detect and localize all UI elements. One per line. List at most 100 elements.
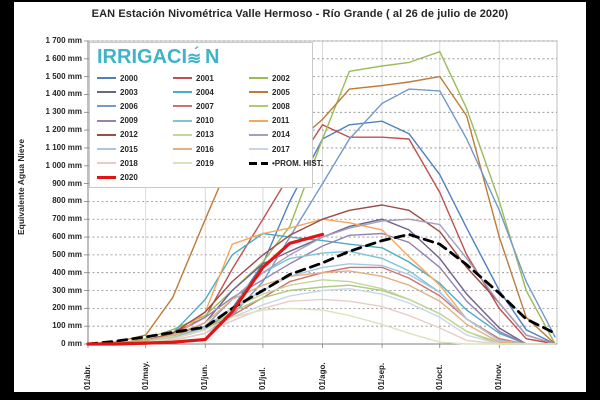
chart-title: EAN Estación Nivométrica Valle Hermoso -…	[91, 8, 509, 20]
logo-text-pre: IRRIGACI	[97, 46, 187, 68]
series-2012	[87, 204, 556, 345]
legend-label: 2012	[120, 130, 138, 140]
legend-item-prom-hist-: •PROM. HIST.	[249, 156, 323, 170]
legend-item-2006: 2006	[97, 99, 173, 113]
y-tick-label: 1 300 mm	[45, 107, 82, 117]
legend-label: 2002	[272, 73, 290, 83]
legend-item-2016: 2016	[173, 142, 249, 156]
legend-label: •PROM. HIST.	[272, 158, 323, 168]
y-tick-label: 1 200 mm	[45, 125, 82, 135]
legend-item-2013: 2013	[173, 128, 249, 142]
legend-label: 2008	[272, 101, 290, 111]
legend-item-2007: 2007	[173, 99, 249, 113]
x-tick-label: 01/ago.	[317, 362, 327, 390]
legend-label: 2007	[196, 101, 214, 111]
legend-swatch	[249, 161, 268, 165]
legend-swatch	[173, 119, 192, 122]
legend-swatch	[173, 148, 192, 151]
y-tick-label: 500 mm	[52, 249, 82, 259]
legend-item-2002: 2002	[249, 71, 311, 85]
legend-label: 2001	[196, 73, 214, 83]
legend-item-2008: 2008	[249, 99, 311, 113]
legend-item-2004: 2004	[173, 85, 249, 99]
legend-label: 2009	[120, 116, 138, 126]
series-2020	[86, 232, 325, 346]
x-tick-label: 01/oct.	[434, 364, 444, 390]
logo-text-post: N	[205, 46, 220, 68]
legend-item-2017: 2017	[249, 142, 311, 156]
series-2005	[87, 75, 556, 345]
x-tick-label: 01/jul.	[257, 367, 267, 390]
x-tick-label: 01/nov.	[494, 363, 504, 390]
y-tick-label: 900 mm	[52, 178, 82, 188]
plot-area: IRRIGACI ´ ≋ N 2000 2001 2002 2003 2004 2005 2006…	[84, 40, 558, 348]
legend-swatch	[97, 133, 116, 136]
legend-label: 2018	[120, 158, 138, 168]
legend-label: 2000	[120, 73, 138, 83]
legend-item-2014: 2014	[249, 128, 311, 142]
series-2019	[87, 307, 556, 345]
legend-item-2011: 2011	[249, 114, 311, 128]
series-2007	[87, 266, 556, 345]
legend-item-2018: 2018	[97, 156, 173, 170]
legend-box: IRRIGACI ´ ≋ N 2000 2001 2002 2003 2004 2005 2006…	[89, 42, 323, 188]
y-tick-label: 1 700 mm	[45, 36, 82, 45]
legend-item-2005: 2005	[249, 85, 311, 99]
series-2004	[87, 232, 556, 345]
legend-swatch	[249, 91, 268, 94]
legend-grid: 2000 2001 2002 2003 2004 2005 2006 2007 2008 2009…	[97, 71, 323, 185]
y-tick-label: 700 mm	[52, 214, 82, 224]
legend-swatch	[173, 105, 192, 108]
legend-label: 2017	[272, 144, 290, 154]
series-2013	[87, 279, 556, 345]
legend-swatch	[249, 148, 268, 151]
y-tick-label: 400 mm	[52, 267, 82, 277]
y-tick-label: 100 mm	[52, 321, 82, 331]
logo-wave-icon: ´ ≋	[187, 45, 202, 68]
chart-panel: EAN Estación Nivométrica Valle Hermoso -…	[14, 2, 586, 392]
y-tick-label: 1 400 mm	[45, 89, 82, 99]
legend-label: 2003	[120, 87, 138, 97]
legend-item-2012: 2012	[97, 128, 173, 142]
legend-swatch	[97, 119, 116, 122]
legend-swatch	[173, 77, 192, 80]
legend-label: 2020	[120, 172, 138, 182]
y-tick-label: 1 600 mm	[45, 53, 82, 63]
legend-item-2003: 2003	[97, 85, 173, 99]
legend-swatch	[97, 162, 116, 165]
series-2016	[87, 270, 556, 345]
legend-item-2010: 2010	[173, 114, 249, 128]
y-tick-label: 600 mm	[52, 232, 82, 242]
legend-label: 2011	[272, 116, 290, 126]
x-tick-label: 01/jun.	[200, 364, 210, 390]
y-tick-label: 1 000 mm	[45, 160, 82, 170]
y-tick-label: 1 100 mm	[45, 142, 82, 152]
legend-swatch	[173, 91, 192, 94]
legend-item-2009: 2009	[97, 114, 173, 128]
legend-swatch	[97, 105, 116, 108]
legend-swatch	[249, 119, 268, 122]
y-tick-label: 200 mm	[52, 303, 82, 313]
legend-swatch	[249, 133, 268, 136]
legend-label: 2013	[196, 130, 214, 140]
legend-swatch	[173, 133, 192, 136]
legend-swatch	[97, 175, 116, 179]
legend-item-2019: 2019	[173, 156, 249, 170]
legend-item-2001: 2001	[173, 71, 249, 85]
x-tick-label: 01/abr.	[83, 364, 92, 390]
legend-label: 2005	[272, 87, 290, 97]
legend-label: 2016	[196, 144, 214, 154]
x-tick-label: 01/sep.	[377, 362, 387, 390]
legend-label: 2004	[196, 87, 214, 97]
legend-swatch	[249, 77, 268, 80]
legend-swatch	[97, 148, 116, 151]
series-2017	[87, 287, 556, 345]
series-2009	[87, 232, 556, 345]
legend-swatch	[97, 91, 116, 94]
legend-swatch	[249, 105, 268, 108]
y-tick-label: 0 mm	[61, 339, 82, 348]
legend-label: 2015	[120, 144, 138, 154]
x-tick-label: 01/may.	[140, 361, 150, 390]
y-tick-label: 800 mm	[52, 196, 82, 206]
